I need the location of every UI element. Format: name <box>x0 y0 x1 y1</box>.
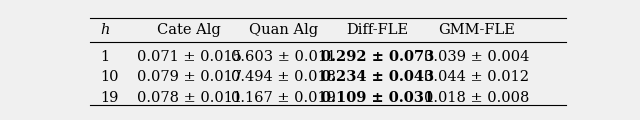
Text: GMM-FLE: GMM-FLE <box>438 23 515 37</box>
Text: 0.044 ± 0.012: 0.044 ± 0.012 <box>424 70 529 84</box>
Text: 0.018 ± 0.008: 0.018 ± 0.008 <box>424 91 529 105</box>
Text: Diff-FLE: Diff-FLE <box>346 23 409 37</box>
Text: 0.292 ± 0.073: 0.292 ± 0.073 <box>321 50 434 64</box>
Text: 0.078 ± 0.011: 0.078 ± 0.011 <box>136 91 242 105</box>
Text: 0.109 ± 0.031: 0.109 ± 0.031 <box>321 91 434 105</box>
Text: 10: 10 <box>100 70 118 84</box>
Text: 0.167 ± 0.019: 0.167 ± 0.019 <box>231 91 336 105</box>
Text: Quan Alg: Quan Alg <box>249 23 318 37</box>
Text: 0.071 ± 0.015: 0.071 ± 0.015 <box>137 50 241 64</box>
Text: 0.039 ± 0.004: 0.039 ± 0.004 <box>424 50 529 64</box>
Text: 0.494 ± 0.018: 0.494 ± 0.018 <box>231 70 336 84</box>
Text: 0.079 ± 0.017: 0.079 ± 0.017 <box>136 70 242 84</box>
Text: 1: 1 <box>100 50 109 64</box>
Text: 0.603 ± 0.011: 0.603 ± 0.011 <box>231 50 336 64</box>
Text: 0.234 ± 0.043: 0.234 ± 0.043 <box>321 70 434 84</box>
Text: 19: 19 <box>100 91 118 105</box>
Text: h: h <box>100 23 109 37</box>
Text: Cate Alg: Cate Alg <box>157 23 221 37</box>
